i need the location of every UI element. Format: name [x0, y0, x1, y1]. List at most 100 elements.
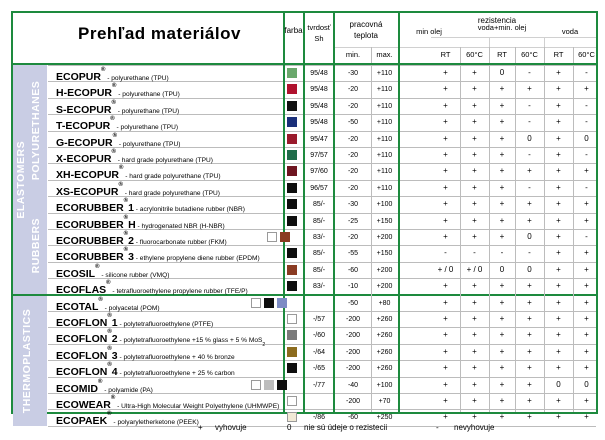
material-brand: X-ECOPUR: [56, 153, 112, 165]
resistance-value: +: [584, 363, 589, 373]
temp-min-value: -50: [347, 299, 359, 307]
polyurethanes-label: POLYURETHANES: [30, 80, 42, 181]
material-brand: S-ECOPUR: [56, 103, 112, 116]
material-brand: XH-ECOPUR: [56, 169, 120, 182]
resistance-value: +: [472, 363, 477, 373]
resistance-value: +: [527, 84, 532, 94]
temp-max-value: +200: [376, 234, 393, 241]
resistance-value: +: [499, 182, 505, 192]
temp-max-value: +100: [376, 201, 393, 209]
color-swatch: [287, 84, 297, 95]
resistance-value: +: [556, 248, 561, 258]
resistance-value: +: [443, 297, 448, 307]
color-swatch: [287, 314, 297, 324]
material-name: ECORUBBER®1 - acrylonitrile butadiene ru…: [56, 198, 245, 215]
resistance-value: +: [556, 396, 561, 405]
temp-max-value: +150: [376, 250, 393, 258]
resistance-value: +: [443, 182, 448, 192]
resistance-value: +: [499, 281, 505, 291]
registered-mark: ®: [106, 280, 111, 287]
resistance-value: +: [527, 199, 532, 209]
resistance-value: +: [443, 379, 448, 389]
resistance-value: +: [443, 166, 448, 176]
color-swatch: [287, 150, 297, 160]
subcolumn-rule: [544, 47, 545, 412]
resistance-value: -: [528, 117, 531, 127]
legend-minus-symbol: -: [436, 423, 439, 432]
material-brand: ECOPUR: [56, 71, 101, 83]
resistance-value: +: [556, 150, 561, 159]
resistance-value: +: [556, 363, 561, 373]
hardness-value: 83/-: [312, 283, 326, 291]
resistance-value: +: [584, 412, 589, 422]
registered-mark: ®: [110, 116, 115, 123]
material-brand: H-ECOPUR: [56, 87, 113, 100]
resistance-value: +: [443, 330, 448, 340]
rubbers-label: RUBBERS: [30, 217, 42, 274]
color-swatch: [287, 346, 297, 357]
material-name: ECOMID® - polyamide (PA): [56, 379, 153, 396]
subcol-header-3: 60°C: [521, 50, 538, 59]
material-description: - polyurethane (TPU): [105, 75, 169, 82]
temp-max-value: +260: [376, 332, 393, 340]
registered-mark: ®: [107, 362, 112, 369]
row-rule: [48, 360, 596, 362]
material-description: - polyurethane (TPU): [115, 107, 180, 115]
resistance-value: 0: [527, 232, 532, 241]
group-rule: [489, 37, 490, 47]
row-rule: [48, 97, 596, 99]
thermoplastics-label: THERMOPLASTICS: [21, 307, 33, 413]
registered-mark: ®: [100, 67, 106, 73]
temp-max-value: +70: [378, 398, 391, 405]
color-swatch: [251, 379, 261, 390]
page-title: Prehľad materiálov: [78, 24, 241, 43]
resistance-value: +: [499, 363, 505, 373]
material-brand: ECORUBBER: [56, 218, 124, 231]
resistance-value: +: [443, 215, 448, 225]
resistance-value: +: [472, 396, 477, 405]
legend-plus-text: vyhovuje: [215, 423, 247, 432]
resistance-value: +: [499, 150, 505, 159]
registered-mark: ®: [123, 231, 129, 237]
color-swatch: [287, 100, 297, 111]
resistance-value: +: [556, 84, 561, 94]
row-rule: [48, 245, 596, 247]
material-brand: T-ECOPUR: [56, 120, 111, 133]
resistance-value: + / 0: [437, 264, 454, 274]
resistance-value: +: [556, 182, 561, 192]
row-rule: [48, 163, 596, 165]
resistance-value: +: [472, 117, 477, 127]
resistance-value: +: [499, 379, 505, 389]
material-name: ECOSIL® - silicone rubber (VMQ): [56, 264, 170, 281]
material-brand: ECOTAL: [56, 300, 99, 313]
resistance-value: +: [443, 133, 448, 143]
material-description: - polyaryletherketone (PEEK): [111, 419, 199, 427]
temp-min-value: -200: [345, 348, 360, 356]
material-suffix: 1: [128, 202, 134, 215]
resistance-value: +: [443, 84, 448, 94]
temp-max-value: +110: [376, 102, 393, 110]
resistance-value: +: [499, 215, 505, 225]
row-rule: [48, 393, 596, 394]
elastomers-band: [13, 65, 47, 295]
resistance-value: -: [444, 248, 447, 258]
material-description: - hard grade polyurethane (TPU): [122, 189, 220, 197]
registered-mark: ®: [98, 296, 103, 303]
legend-plus-symbol: +: [198, 423, 203, 432]
hardness-header-1: tvrdosť: [307, 23, 331, 32]
header-sub-rule: [333, 47, 596, 48]
resistance-value: +: [472, 133, 477, 143]
row-rule: [48, 196, 596, 198]
resistance-value: +: [527, 346, 532, 356]
hardness-value: 85/-: [312, 217, 326, 225]
resistance-value: +: [443, 396, 448, 405]
resistance-value: +: [472, 215, 477, 225]
color-swatch: [251, 297, 261, 308]
color-swatch: [287, 363, 297, 374]
temp-max-value: +110: [376, 70, 393, 77]
temp-min-value: -20: [347, 168, 359, 176]
material-description: - polyurethane (TPU): [114, 124, 179, 132]
temp-max-value: +200: [376, 283, 393, 291]
resistance-value: +: [556, 281, 561, 291]
resistance-value: +: [443, 199, 448, 209]
